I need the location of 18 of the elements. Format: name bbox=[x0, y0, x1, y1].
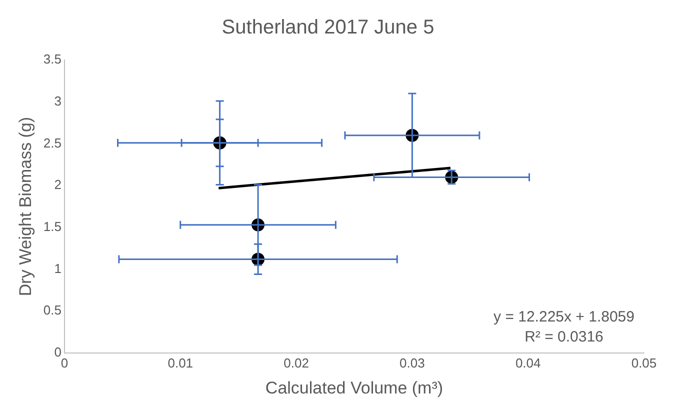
x-axis-title: Calculated Volume (m³) bbox=[265, 378, 444, 398]
y-tick-label: 3 bbox=[54, 93, 62, 108]
x-tick-label: 0.04 bbox=[515, 355, 541, 370]
x-tick-label: 0.02 bbox=[284, 355, 309, 370]
y-tick-label: 2 bbox=[54, 177, 62, 192]
annotation: R² = 0.0316 bbox=[524, 328, 604, 346]
y-axis-title: Dry Weight Biomass (g) bbox=[16, 116, 35, 296]
x-tick-label: 0.05 bbox=[631, 355, 657, 370]
y-tick-label: 0.5 bbox=[43, 302, 62, 318]
y-tick-label: 1 bbox=[54, 260, 62, 276]
annotation: y = 12.225x + 1.8059 bbox=[494, 308, 634, 326]
x-tick-label: 0.03 bbox=[400, 355, 425, 370]
y-tick-label: 1.5 bbox=[43, 219, 62, 234]
y-tick-label: 2.5 bbox=[43, 135, 62, 150]
chart-title: Sutherland 2017 June 5 bbox=[222, 16, 434, 39]
x-tick-label: 0.01 bbox=[168, 355, 194, 370]
y-tick-label: 3.5 bbox=[43, 52, 62, 67]
y-tick-label: 0 bbox=[54, 344, 62, 360]
